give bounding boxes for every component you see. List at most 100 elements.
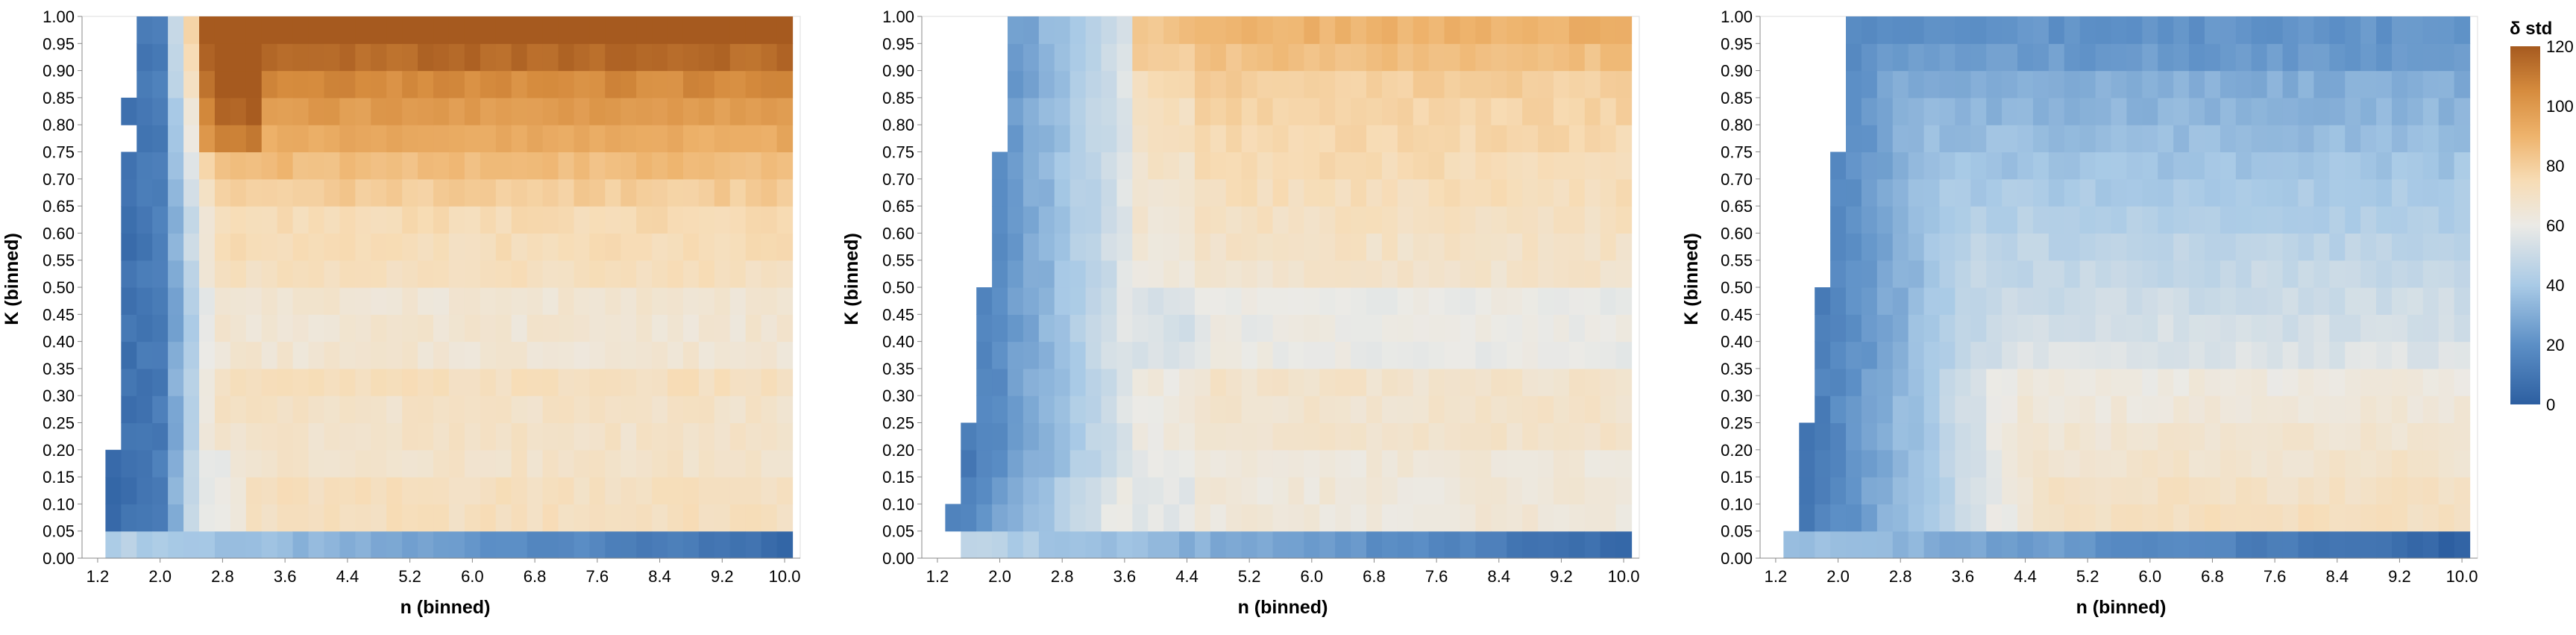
heatmap-cell [1257,368,1274,396]
heatmap-cell [1908,70,1925,98]
heatmap-cell [1428,16,1445,44]
heatmap-cell [1163,125,1180,153]
heatmap-cell [1444,178,1461,207]
heatmap-cell [1861,125,1878,153]
heatmap-cell [2002,368,2018,396]
heatmap-cell [1038,341,1055,369]
heatmap-cell [2158,97,2174,125]
heatmap-cell [1876,151,1894,180]
heatmap-cell [230,206,247,234]
heatmap-cell [698,477,715,504]
y-tick-label: 0.55 [882,251,914,270]
heatmap-cell [2298,16,2315,44]
heatmap-cell [1257,16,1274,44]
heatmap-cell [292,151,310,180]
heatmap-cell [2438,125,2455,153]
heatmap-cell [667,341,684,369]
heatmap-cell [761,395,778,424]
heatmap-cell [1615,531,1633,559]
heatmap-cell [199,260,216,288]
heatmap-cell [776,260,794,288]
heatmap-cell [714,151,731,180]
heatmap-cell [1008,43,1024,72]
heatmap-cell [2282,43,2299,72]
heatmap-cell [558,97,575,125]
heatmap-cell [2158,233,2174,261]
heatmap-cell [652,260,668,288]
y-tick-label: 0.15 [43,468,75,487]
heatmap-cell [1600,368,1617,396]
heatmap-cell [589,449,606,478]
heatmap-cell [2391,368,2408,396]
heatmap-cell [1085,422,1102,451]
heatmap-cell [418,477,434,504]
y-tick-label: 0.75 [1721,143,1753,162]
heatmap-cell [2391,260,2408,288]
heatmap-cell [2454,206,2471,234]
y-tick-label: 0.90 [43,62,75,81]
heatmap-cell [1381,287,1398,315]
heatmap-cell [776,422,794,451]
heatmap-cell [1008,287,1024,315]
heatmap-cell [1600,206,1617,234]
heatmap-cell [2329,233,2346,261]
heatmap-cell [2002,260,2018,288]
heatmap-cell [1507,178,1523,207]
heatmap-cell [1846,422,1862,451]
heatmap-cell [230,341,247,369]
heatmap-cell [1210,477,1227,504]
heatmap-cell [136,233,153,261]
heatmap-cell [652,341,668,369]
heatmap-cell [214,341,231,369]
heatmap-cell [2329,504,2346,532]
heatmap-cell [2002,422,2018,451]
heatmap-cell [433,260,450,288]
x-tick-label: 1.2 [926,567,949,586]
heatmap-cell [2454,395,2471,424]
heatmap-cell [2251,341,2268,369]
heatmap-cell [1304,16,1320,44]
heatmap-cell [1584,395,1601,424]
heatmap-cell [2329,531,2346,559]
heatmap-cell [1194,395,1211,424]
heatmap-cell [1241,287,1258,315]
heatmap-cell [2235,287,2252,315]
heatmap-cell [714,233,731,261]
heatmap-cell [636,504,653,532]
heatmap-cell [1475,341,1492,369]
heatmap-cell [2266,422,2284,451]
heatmap-cell [1241,531,1258,559]
heatmap-cell [574,395,590,424]
heatmap-cell [729,531,747,559]
heatmap-cell [261,151,278,180]
heatmap-cell [2313,341,2330,369]
heatmap-cell [761,97,778,125]
heatmap-cell [1288,477,1304,504]
heatmap-cell [1491,97,1507,125]
heatmap-cell [2454,422,2471,451]
heatmap-cell [2251,368,2268,396]
heatmap-cell [105,531,122,559]
heatmap-cell [448,16,465,44]
heatmap-cell [1830,314,1847,342]
heatmap-cell [1381,422,1398,451]
heatmap-cell [230,178,247,207]
heatmap-cell [1132,477,1149,504]
heatmap-cell [1460,260,1477,288]
heatmap-cell [1241,504,1258,532]
heatmap-cell [2345,97,2361,125]
heatmap-cell [2017,341,2034,369]
heatmap-cell [511,43,528,72]
heatmap-cell [729,314,747,342]
x-tick-label: 5.2 [398,567,421,586]
heatmap-cell [1335,206,1351,234]
heatmap-cell [1085,368,1102,396]
heatmap-cell [1846,125,1862,153]
heatmap-cell [433,233,450,261]
heatmap-cell [1568,260,1586,288]
heatmap-cell [1986,178,2002,207]
heatmap-cell [183,233,200,261]
heatmap-cell [1970,233,1987,261]
heatmap-cell [1553,43,1570,72]
